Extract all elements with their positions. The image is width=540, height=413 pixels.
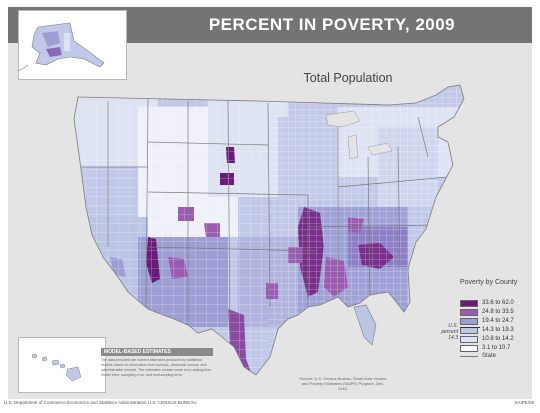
us-outline — [73, 84, 465, 376]
state-border-label: State — [482, 353, 497, 359]
alaska-map — [17, 22, 105, 72]
footer-code: SAIPE/09 — [514, 400, 534, 405]
legend-label: 10.8 to 14.2 — [482, 336, 514, 342]
legend-swatch — [460, 327, 478, 334]
county-map — [17, 22, 465, 382]
state-border-sample — [460, 356, 478, 357]
model-estimates-body: The data provided are indirect estimates… — [101, 358, 212, 377]
florida-peninsula — [353, 304, 377, 346]
legend-item: 19.4 to 24.7 — [460, 318, 532, 326]
model-estimates-note: MODEL-BASED ESTIMATES The data provided … — [101, 348, 213, 398]
hawaii-map — [31, 353, 82, 382]
legend-swatch — [460, 309, 478, 316]
footer-credit: U.S. Department of Commerce Economics an… — [4, 400, 197, 405]
legend-swatch — [460, 318, 478, 325]
conterminous-us — [74, 85, 464, 375]
legend-label: 3.1 to 10.7 — [482, 345, 511, 351]
legend-item: 10.8 to 14.2 — [460, 336, 532, 344]
legend-swatch — [460, 336, 478, 343]
legend-label: 19.4 to 24.7 — [482, 318, 514, 324]
map-poster: PERCENT IN POVERTY, 2009 — [8, 7, 532, 399]
source-note: Source: U.S. Census Bureau, Small Area I… — [299, 376, 387, 391]
legend-swatch — [460, 300, 478, 307]
legend-title: Poverty by County — [460, 279, 518, 286]
lake-erie-shape — [367, 142, 393, 156]
map-title: PERCENT IN POVERTY, 2009 — [208, 15, 456, 34]
us-percent-label: U.S. percent 14.3 — [441, 323, 458, 341]
hawaii-inset-panel — [18, 337, 106, 393]
legend-label: 14.3 to 19.3 — [482, 327, 514, 333]
lake-michigan-shape — [347, 134, 359, 160]
map-subtitle: Total Population — [303, 71, 393, 85]
model-estimates-heading: MODEL-BASED ESTIMATES — [101, 348, 213, 356]
legend-swatch — [460, 345, 478, 352]
legend-label: 33.6 to 62.0 — [482, 300, 514, 306]
legend-item: 3.1 to 10.7 — [460, 345, 532, 353]
great-lakes-shape — [325, 110, 361, 128]
legend-item: 24.8 to 33.5 — [460, 309, 532, 317]
us-percent-marker — [460, 327, 480, 328]
legend-item: 33.6 to 62.0 — [460, 300, 532, 308]
legend-label: 24.8 to 33.5 — [482, 309, 514, 315]
legend-item: 14.3 to 19.3 — [460, 327, 532, 335]
